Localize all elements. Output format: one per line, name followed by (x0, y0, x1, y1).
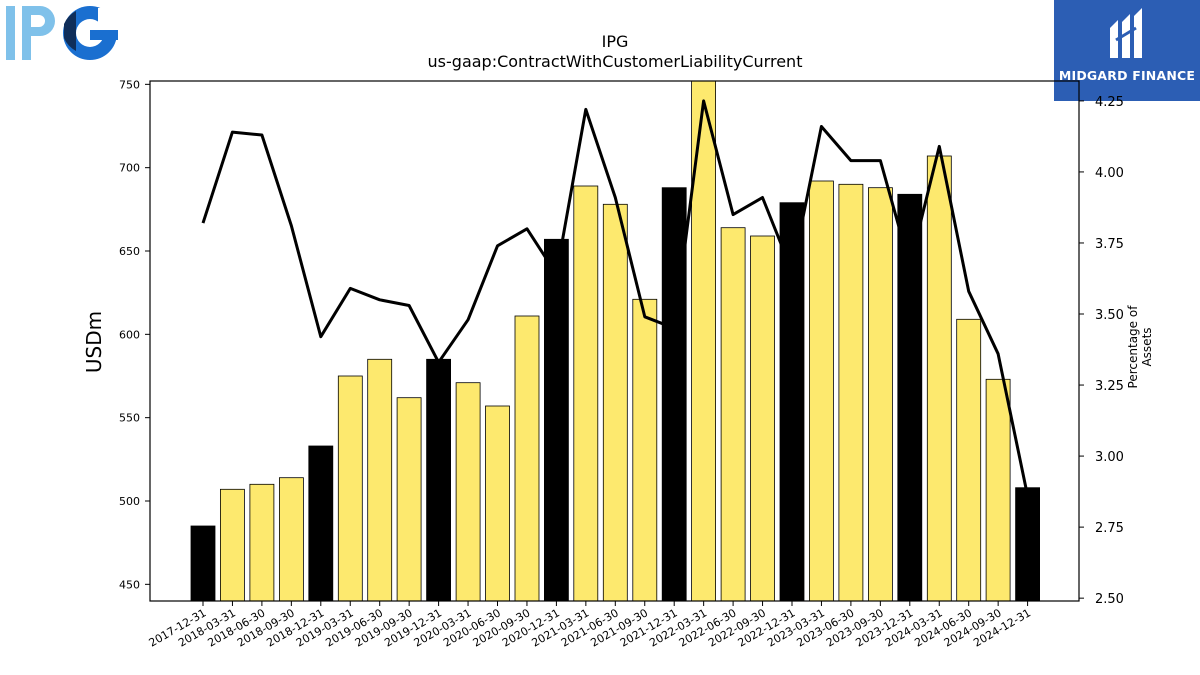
bar (838, 183, 864, 601)
bar (308, 445, 334, 601)
y-tick-label: 500 (119, 495, 140, 508)
bar (897, 193, 923, 601)
bar (809, 180, 834, 601)
bar (602, 203, 628, 601)
y-tick-label: 750 (119, 78, 140, 91)
bar (455, 382, 481, 601)
y-tick-label: 550 (119, 412, 140, 425)
bar (278, 477, 304, 601)
bar (985, 378, 1011, 601)
bar (720, 227, 746, 601)
bar (573, 185, 599, 601)
bar (750, 235, 775, 601)
bar (219, 488, 245, 601)
bar (926, 155, 952, 601)
bar (868, 187, 893, 601)
y-tick-label: 450 (119, 578, 140, 591)
ipg-logo (4, 4, 124, 68)
y2-tick-label: 2.75 (1095, 521, 1124, 536)
y2-axis-label: Percentage of Assets (1126, 305, 1154, 389)
bar (426, 358, 452, 601)
y-tick-label: 700 (119, 162, 140, 175)
chart-title: IPG (601, 32, 629, 51)
bar (367, 358, 393, 601)
midgard-mark-icon (1110, 8, 1142, 58)
bars-group (190, 81, 1040, 601)
bar (779, 202, 805, 601)
y2-tick-label: 3.00 (1095, 450, 1124, 465)
y2-tick-label: 2.50 (1095, 592, 1124, 607)
plot-frame (149, 80, 1080, 602)
bar (337, 375, 363, 601)
bar (249, 483, 275, 601)
bar (691, 81, 716, 601)
bar (956, 318, 982, 601)
y-tick-label: 600 (119, 328, 140, 341)
midgard-finance-label: MIDGARD FINANCE (1058, 68, 1196, 83)
y2-tick-label: 4.25 (1095, 95, 1124, 110)
midgard-finance-logo: MIDGARD FINANCE (1054, 0, 1200, 101)
ipg-logo-icon (6, 6, 124, 60)
y-tick-label: 650 (119, 245, 140, 258)
bar (514, 315, 540, 601)
percentage-line (201, 99, 1030, 497)
bar (190, 525, 216, 601)
y2-tick-label: 3.75 (1095, 237, 1124, 252)
y2-tick-label: 4.00 (1095, 166, 1124, 181)
y-axis-label: USDm (82, 310, 106, 374)
bar (485, 405, 510, 601)
bar (544, 238, 569, 601)
chart-subtitle: us-gaap:ContractWithCustomerLiabilityCur… (427, 52, 803, 71)
bar (661, 187, 687, 601)
bar (632, 298, 658, 601)
bar (1015, 487, 1040, 601)
y2-tick-label: 3.25 (1095, 379, 1124, 394)
bar (396, 397, 422, 601)
y2-tick-label: 3.50 (1095, 308, 1124, 323)
